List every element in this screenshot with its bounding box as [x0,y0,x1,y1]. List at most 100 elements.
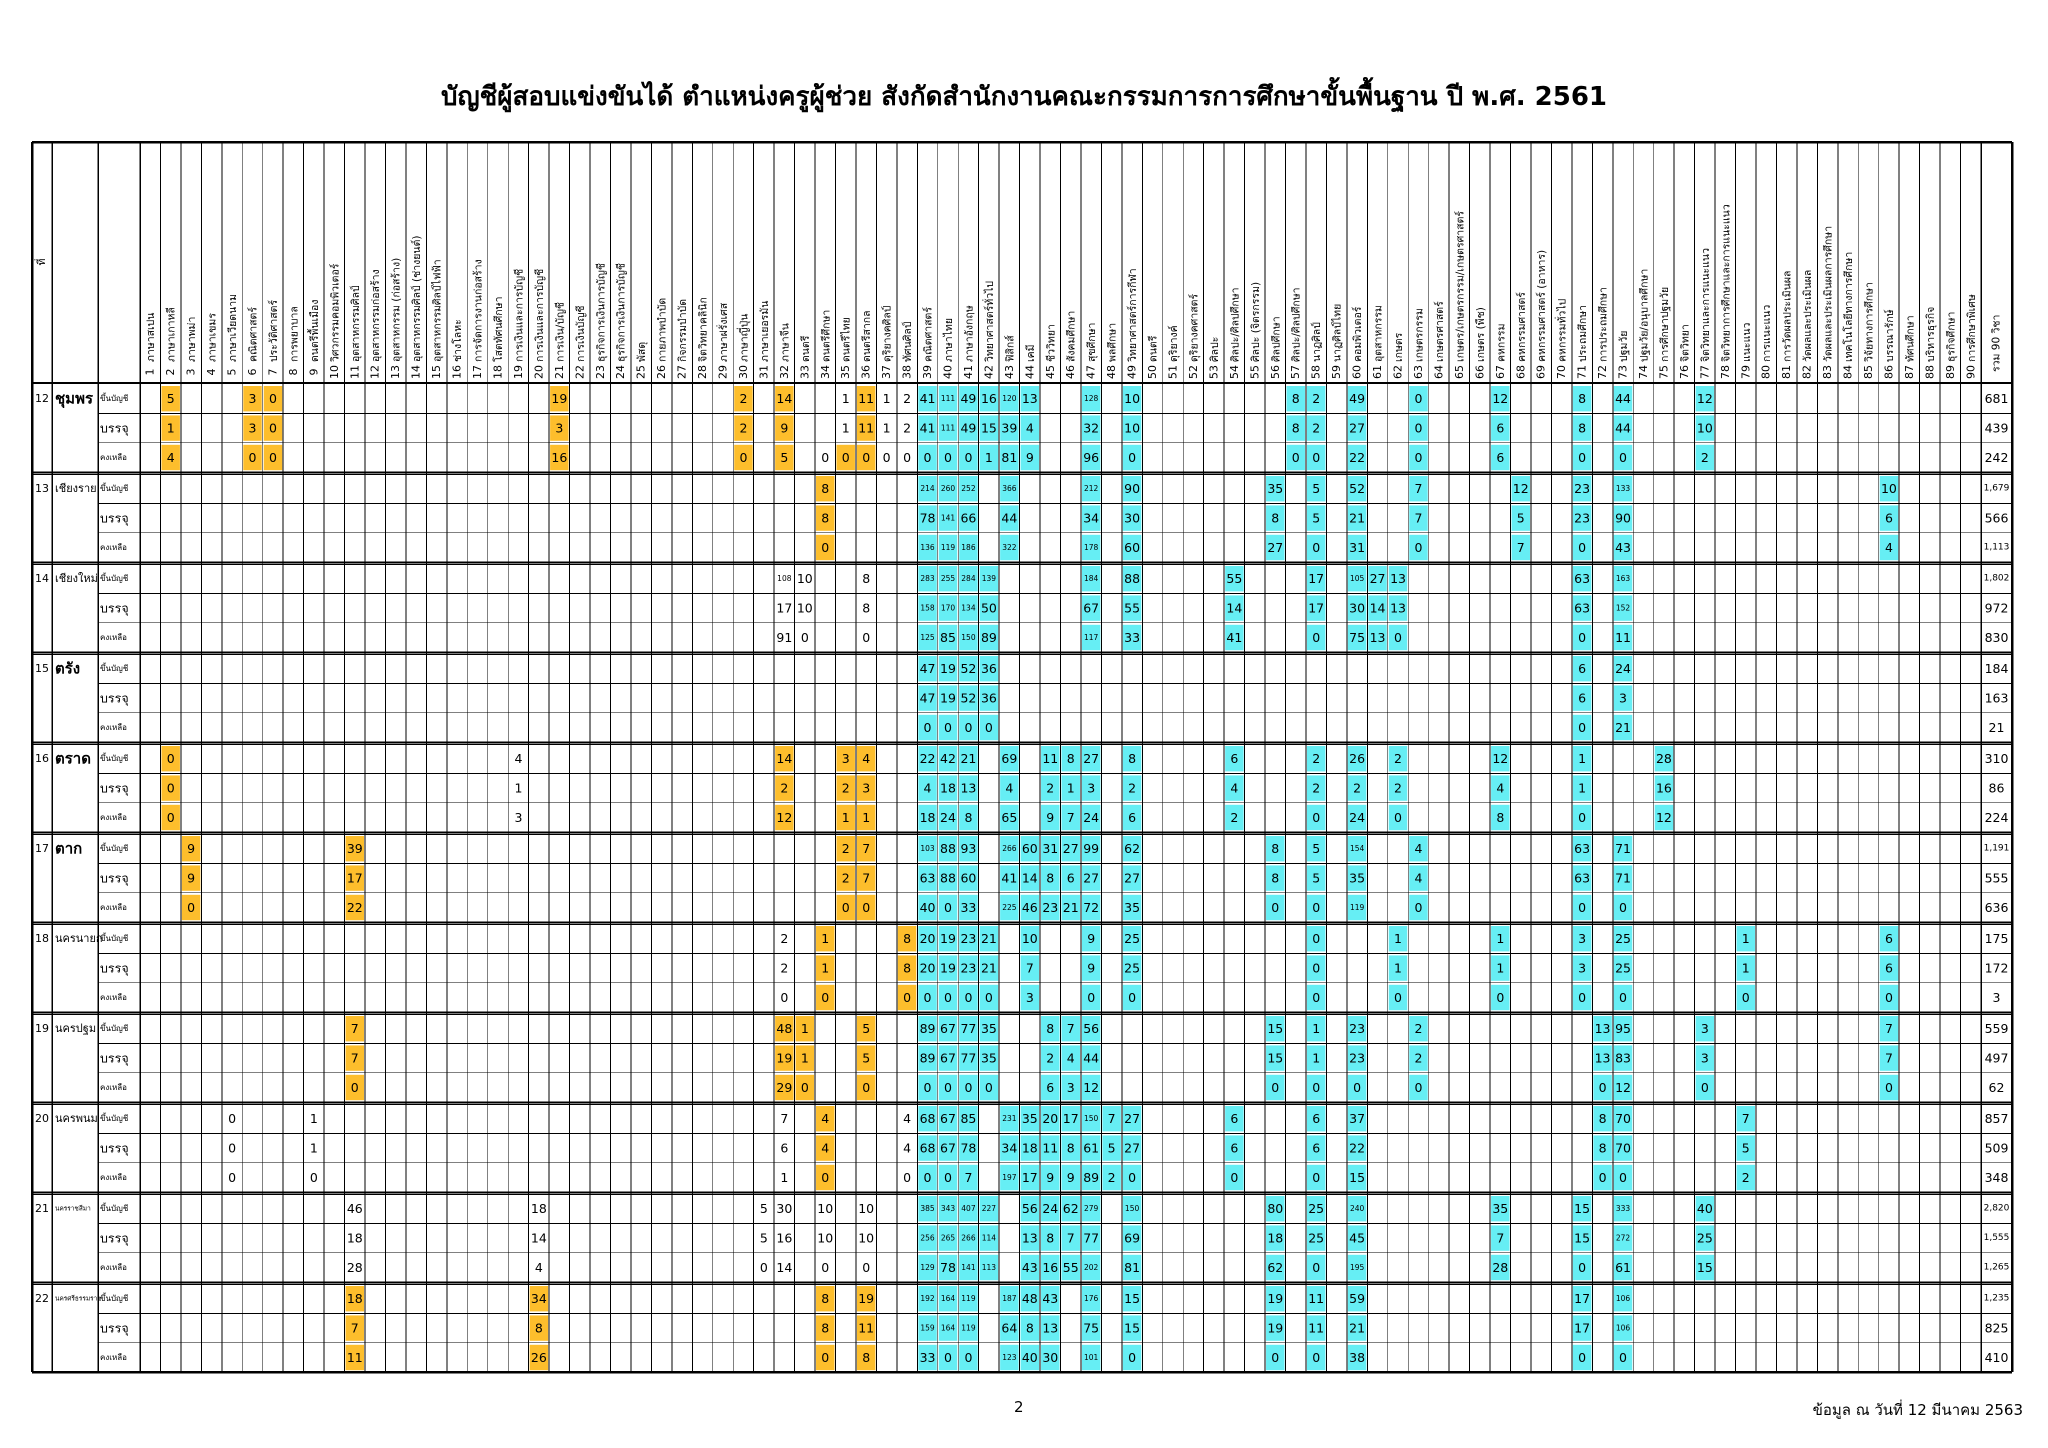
subject-number: 18 [491,365,504,379]
subject-header: วิจัยทางการศึกษา [1863,282,1875,362]
cell-highlight [959,984,978,1011]
data-cell: 4 [1067,1051,1075,1066]
cell-highlight [1122,1315,1142,1341]
cell-highlight [959,865,978,891]
data-cell: 12 [1656,810,1672,825]
subject-header: ทัศนศิลป์ [901,321,914,362]
cell-highlight [1613,505,1633,531]
data-cell: 6 [1230,751,1238,766]
data-cell: 67 [940,1021,956,1036]
cell-highlight [1572,865,1592,891]
row-type-label: ขึ้นบัญชี [100,752,129,763]
cell-highlight [1020,444,1040,471]
cell-highlight [1347,1164,1367,1191]
cell-highlight [938,836,958,862]
data-cell: 105 [1350,574,1365,583]
data-cell: 77 [960,1051,976,1066]
data-cell: 23 [1042,900,1058,915]
cell-highlight [1306,1164,1326,1191]
data-cell: 4 [1414,841,1422,856]
cell-highlight [1000,836,1019,862]
cell-highlight [1081,415,1101,441]
cell-highlight [856,1344,876,1371]
cell-highlight [1572,1344,1592,1371]
cell-highlight [938,476,958,502]
data-date-footnote: ข้อมูล ณ วันที่ 12 มีนาคม 2563 [1812,1401,2023,1419]
province-name: นครนายก [55,932,103,945]
cell-highlight [1572,984,1592,1011]
data-cell: 0 [1128,450,1136,465]
cell-highlight [959,1106,978,1132]
cell-highlight [1081,386,1101,412]
data-cell: 5 [167,391,175,406]
subject-number: 28 [696,365,709,379]
cell-highlight [1572,894,1592,921]
data-cell: 186 [961,543,976,552]
data-cell: 63 [1574,841,1590,856]
subject-header: เกษตรกรรม [1413,308,1425,362]
subject-number: 37 [880,365,893,379]
data-cell: 197 [1002,1173,1017,1182]
data-cell: 8 [903,931,911,946]
data-cell: 15 [1349,1170,1365,1185]
cell-highlight [938,656,958,682]
data-cell: 80 [1267,1201,1283,1216]
subject-number: 85 [1862,365,1875,379]
data-cell: 2 [1701,450,1709,465]
cell-highlight [550,444,569,471]
cell-highlight [918,656,937,682]
cell-highlight [979,1045,999,1071]
table-text: ที่ 1 ภาษาสเปน 2 ภาษาเกาหลี 3 ภาษาพม่า 4 ภาษาเขม… [34,204,2010,1365]
data-cell: 0 [780,990,788,1005]
data-cell: 5 [1312,871,1320,886]
cell-highlight [1654,804,1674,831]
data-cell: 9 [780,421,788,436]
subject-header: ภาษาสเปน [145,313,157,362]
cell-highlight [938,505,958,531]
subject-header: แนะแนว [1741,322,1753,362]
cell-highlight [1306,746,1326,772]
data-cell: 2 [1312,781,1320,796]
cell-highlight [1266,1074,1285,1101]
cell-highlight [181,865,201,891]
cell-highlight [1572,955,1592,981]
cell-highlight [263,386,283,412]
data-cell: 134 [961,604,976,613]
data-cell: 7 [1026,961,1034,976]
subject-header: ภาษาไทย [942,318,955,362]
subject-number: 40 [941,365,954,379]
cell-highlight [959,444,978,471]
cell-highlight [1225,624,1244,651]
subject-number: 54 [1228,365,1241,379]
cell-highlight [1266,1254,1285,1281]
cell-highlight [1572,685,1592,711]
data-cell: 8 [1292,391,1300,406]
row-type-label: คงเหลือ [100,813,127,822]
cell-highlight [1347,1344,1367,1371]
cell-highlight [938,1225,958,1251]
cell-highlight [1122,1254,1142,1281]
data-cell: 49 [960,391,976,406]
cell-highlight [1879,926,1899,952]
cell-highlight [1388,984,1408,1011]
cell-highlight [1020,955,1040,981]
subject-header: นาฏศิลป์ไทย [1331,304,1344,362]
cell-highlights [161,386,1899,1371]
data-cell: 38 [1349,1350,1365,1365]
data-cell: 19 [940,691,956,706]
data-cell: 17 [347,871,363,886]
cell-highlight [734,386,753,412]
data-cell: 4 [1414,871,1422,886]
data-cell: 15 [1697,1260,1713,1275]
subject-header: อุตสาหกรรมศิลป์ [349,285,362,362]
cell-highlight [1695,415,1715,441]
data-cell: 6 [1885,511,1893,526]
data-cell: 24 [940,810,956,825]
data-cell: 47 [920,691,936,706]
cell-highlight [1388,955,1408,981]
cell-highlight [918,746,937,772]
cell-highlight [918,1135,937,1161]
data-cell: 3 [249,421,257,436]
cell-highlight [1000,1344,1019,1371]
data-cell: 101 [1084,1353,1099,1362]
